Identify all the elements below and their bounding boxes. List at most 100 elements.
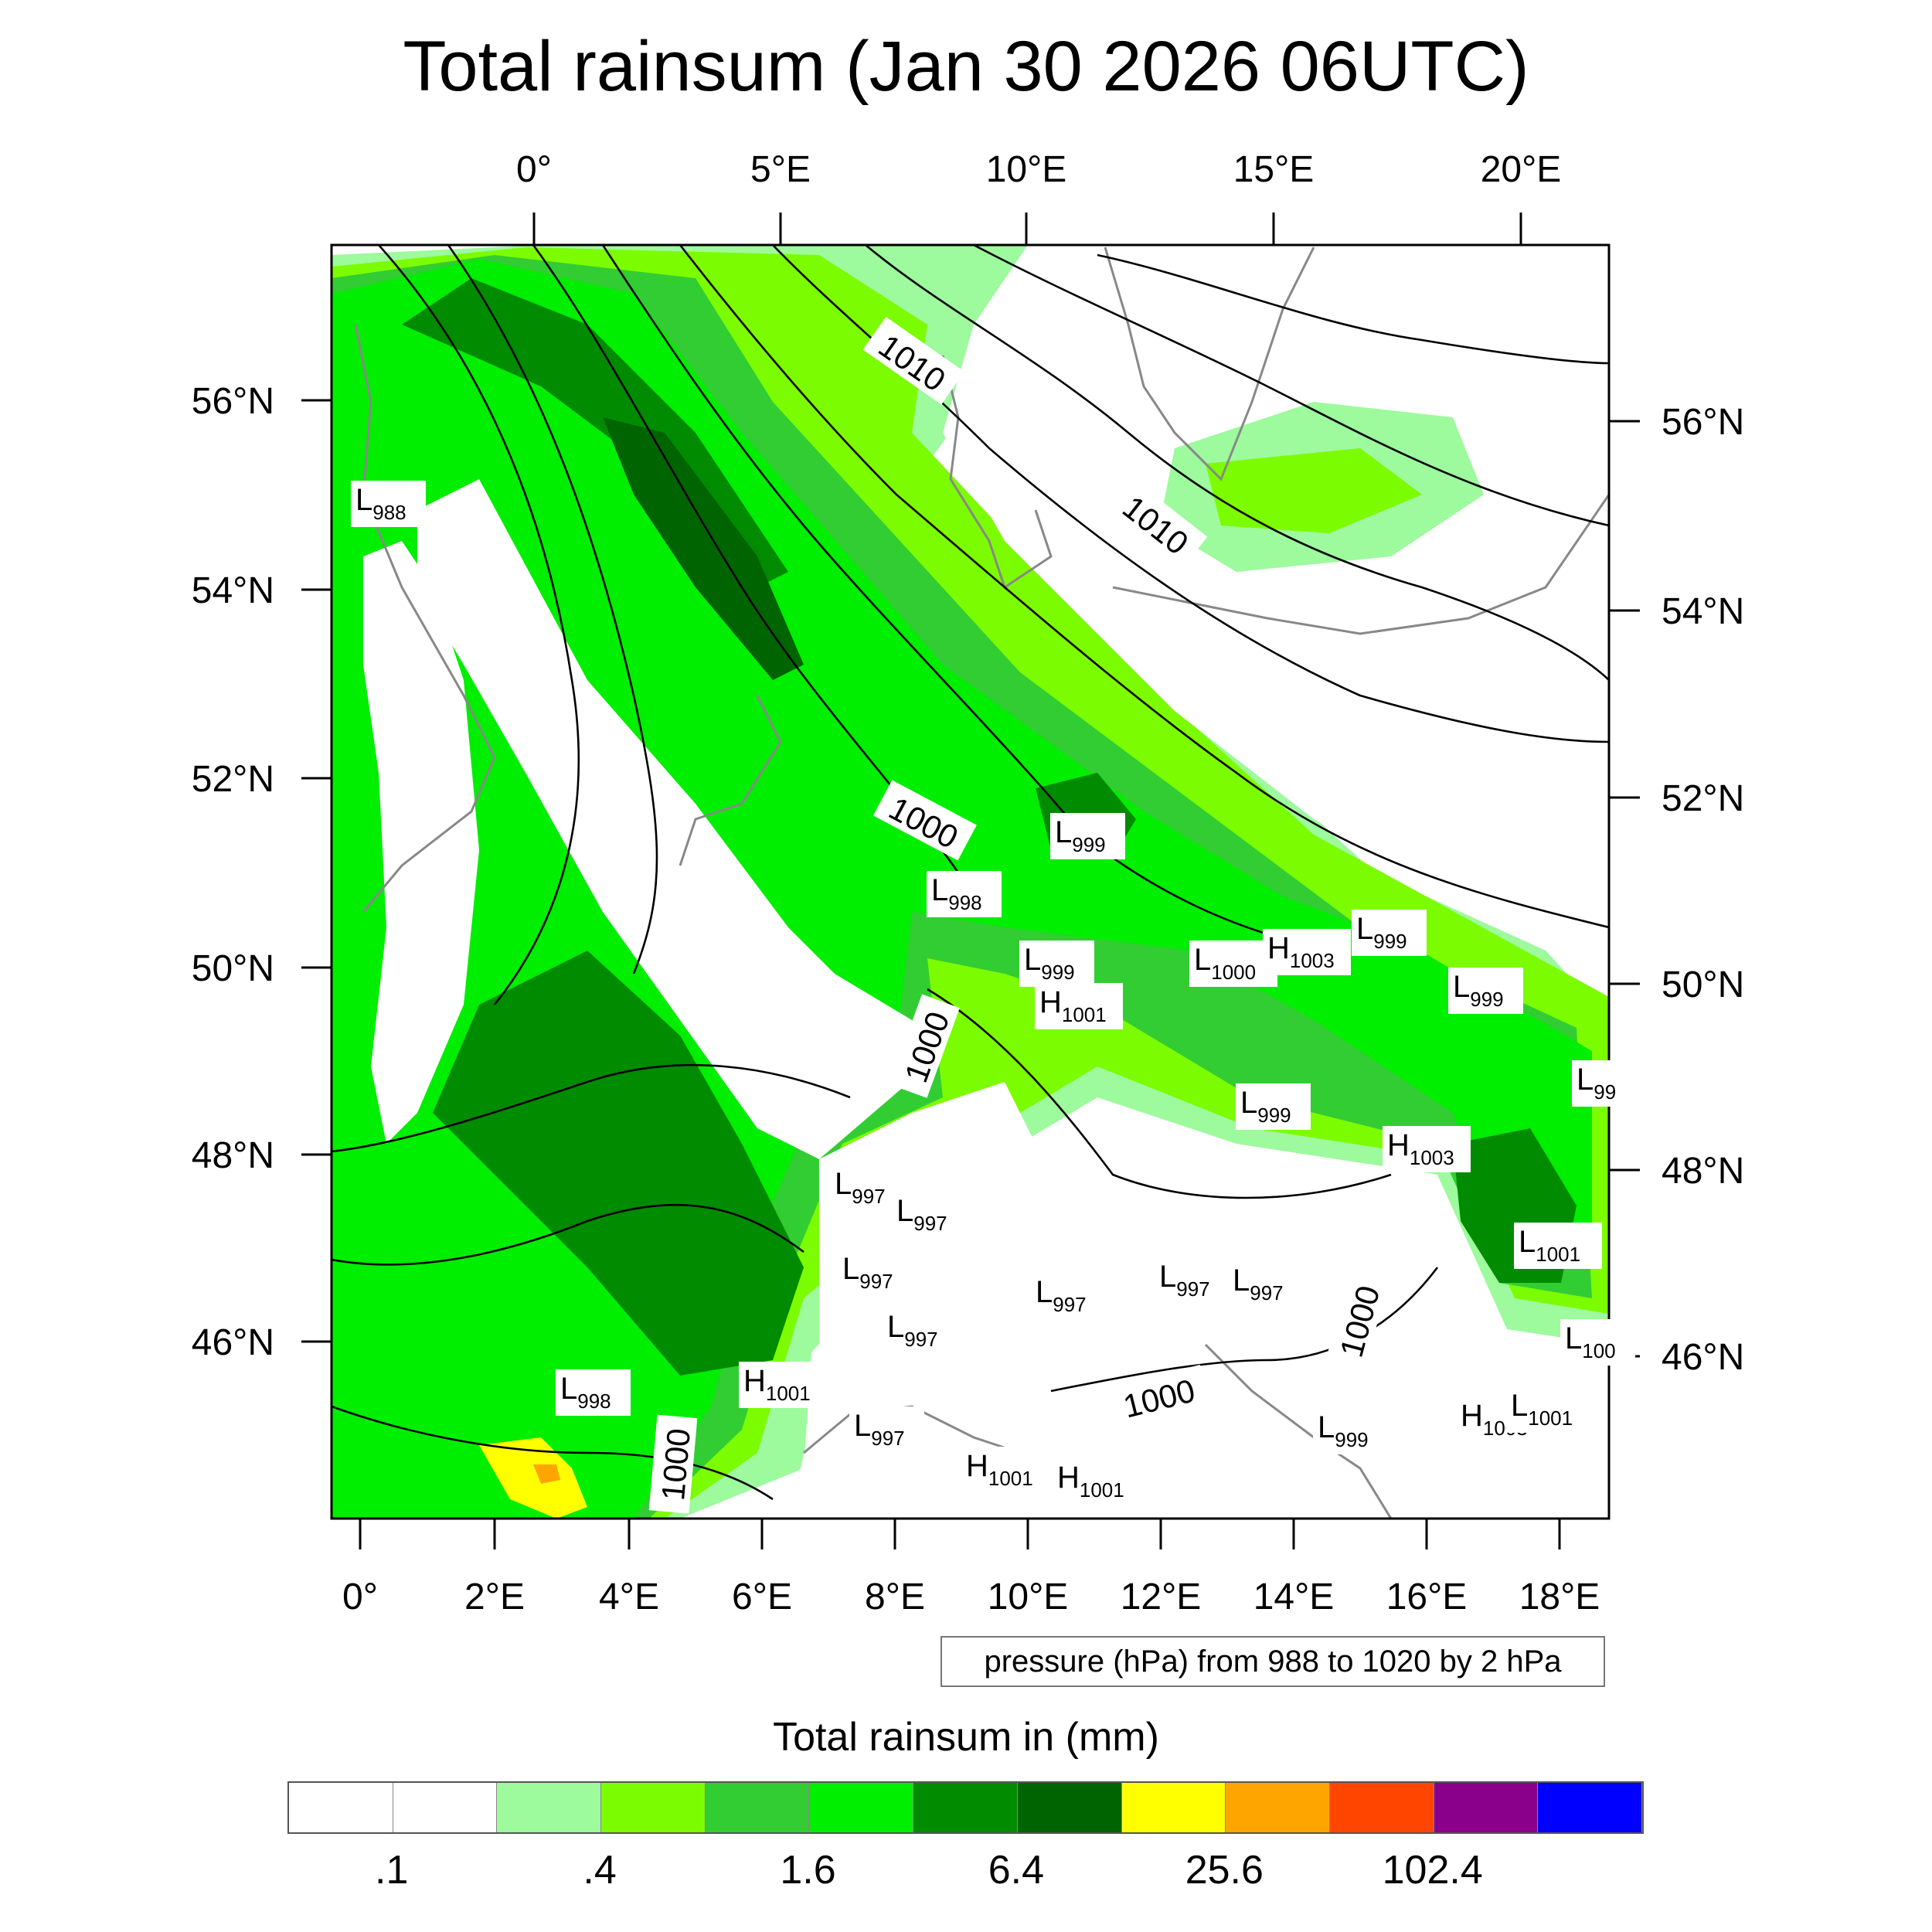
pressure-center-type: L bbox=[1511, 1389, 1528, 1423]
pressure-center-type: L bbox=[1159, 1260, 1176, 1294]
colorbar-cell bbox=[705, 1783, 810, 1832]
left-lat-label: 50°N bbox=[192, 948, 274, 989]
pressure-center-value: 1001 bbox=[988, 1467, 1033, 1490]
left-lat-label: 52°N bbox=[192, 759, 274, 800]
pressure-center: L999 bbox=[1019, 940, 1094, 987]
precip-core-darkest bbox=[603, 417, 804, 680]
pressure-center: L999 bbox=[1448, 968, 1523, 1014]
svg-text:L999: L999 bbox=[1356, 912, 1407, 953]
pressure-center: L99 bbox=[1572, 1060, 1634, 1107]
pressure-center-value: 1003 bbox=[1410, 1146, 1454, 1169]
pressure-center-type: L bbox=[1318, 1410, 1335, 1444]
pressure-center-value: 1001 bbox=[1536, 1243, 1580, 1266]
svg-text:L1001: L1001 bbox=[1511, 1389, 1573, 1430]
pressure-center-type: H bbox=[966, 1449, 988, 1483]
pressure-center-type: L bbox=[1240, 1086, 1257, 1120]
top-lon-label: 15°E bbox=[1233, 149, 1315, 190]
pressure-center-value: 1001 bbox=[1528, 1406, 1573, 1430]
coastline-britain bbox=[354, 324, 496, 913]
pressure-center: L997 bbox=[1228, 1261, 1303, 1308]
left-ticks bbox=[301, 399, 332, 1343]
isobar bbox=[601, 245, 1299, 944]
pressure-center-type: H bbox=[743, 1364, 766, 1398]
svg-text:L99: L99 bbox=[1577, 1063, 1616, 1104]
colorbar-cell bbox=[601, 1783, 706, 1832]
isobar bbox=[1050, 1267, 1439, 1393]
right-lat-labels: 56°N 54°N 52°N 50°N 48°N 46°N bbox=[1662, 402, 1744, 1378]
pressure-center-type: L bbox=[887, 1310, 904, 1344]
pressure-center-value: 999 bbox=[1072, 833, 1105, 856]
isobar bbox=[679, 245, 1609, 929]
pressure-center-type: L bbox=[355, 483, 372, 517]
pressure-center: L998 bbox=[927, 871, 1002, 917]
right-ticks bbox=[1609, 420, 1640, 1358]
svg-text:H1003: H1003 bbox=[1267, 931, 1335, 972]
pressure-center: L999 bbox=[1313, 1408, 1388, 1454]
isobar bbox=[447, 245, 658, 975]
svg-text:L997: L997 bbox=[1036, 1275, 1087, 1316]
top-ticks bbox=[532, 213, 1522, 245]
svg-text:H1001: H1001 bbox=[1057, 1461, 1124, 1502]
pressure-center-type: L bbox=[1036, 1275, 1053, 1309]
pressure-center-type: L bbox=[1519, 1225, 1536, 1259]
svg-text:L997: L997 bbox=[887, 1310, 938, 1351]
pressure-center-type: L bbox=[1055, 815, 1072, 849]
left-lat-label: 48°N bbox=[192, 1135, 274, 1176]
top-lon-label: 20°E bbox=[1481, 149, 1562, 190]
pressure-center-value: 1001 bbox=[1062, 1003, 1107, 1026]
right-lat-label: 52°N bbox=[1662, 778, 1744, 819]
colorbar-label: 6.4 bbox=[988, 1848, 1045, 1893]
svg-text:L999: L999 bbox=[1024, 943, 1075, 984]
right-lat-label: 56°N bbox=[1662, 402, 1744, 443]
pressure-center-type: H bbox=[1057, 1461, 1080, 1495]
pressure-center: H1001 bbox=[961, 1447, 1049, 1493]
pressure-center-type: H bbox=[1461, 1399, 1483, 1433]
isobar bbox=[1097, 253, 1609, 365]
pressure-center: L100 bbox=[1560, 1319, 1635, 1366]
pressure-center: H1001 bbox=[739, 1362, 827, 1408]
colorbar-cell bbox=[1017, 1783, 1122, 1832]
colorbar-label: .4 bbox=[583, 1848, 617, 1893]
pressure-center-value: 999 bbox=[1041, 961, 1074, 984]
isobar bbox=[378, 245, 580, 1005]
left-lat-label: 56°N bbox=[192, 381, 274, 422]
pressure-center: L997 bbox=[838, 1250, 913, 1296]
pressure-center: L997 bbox=[1031, 1273, 1106, 1319]
colorbar-cell bbox=[497, 1783, 602, 1832]
pressure-center: H1003 bbox=[1383, 1126, 1471, 1172]
pressure-center-type: L bbox=[1453, 970, 1470, 1004]
bottom-lon-label: 6°E bbox=[732, 1577, 792, 1617]
svg-text:H1001: H1001 bbox=[743, 1364, 811, 1405]
isobar bbox=[927, 988, 1392, 1199]
bottom-lon-label: 4°E bbox=[599, 1577, 659, 1617]
pressure-center: H1003 bbox=[1263, 929, 1351, 975]
svg-text:L997: L997 bbox=[854, 1409, 905, 1450]
colorbar-label: .1 bbox=[375, 1848, 409, 1893]
svg-text:L1000: L1000 bbox=[1194, 943, 1256, 984]
pressure-center-value: 997 bbox=[859, 1270, 893, 1293]
pressure-center-value: 1000 bbox=[1211, 961, 1256, 984]
pressure-center: L1001 bbox=[1514, 1223, 1602, 1269]
pressure-center: L998 bbox=[556, 1369, 631, 1416]
bottom-lon-label: 14°E bbox=[1253, 1577, 1335, 1617]
pressure-center: L997 bbox=[892, 1192, 967, 1238]
precip-heavy-yellow bbox=[479, 1437, 587, 1519]
pressure-center-type: L bbox=[1233, 1264, 1250, 1298]
pressure-center-value: 1001 bbox=[766, 1382, 811, 1405]
pressure-centers: L988L999L998L999H1001L1000H1003L999L999L… bbox=[351, 481, 1635, 1505]
colorbar-label: 1.6 bbox=[780, 1848, 836, 1893]
pressure-center-value: 999 bbox=[1373, 930, 1406, 953]
pressure-center-type: H bbox=[1039, 985, 1062, 1019]
svg-text:L988: L988 bbox=[355, 483, 406, 524]
right-lat-label: 48°N bbox=[1662, 1151, 1744, 1192]
pressure-center-type: L bbox=[842, 1252, 859, 1286]
svg-text:L1001: L1001 bbox=[1519, 1225, 1580, 1266]
precip-west-strip bbox=[363, 541, 479, 1144]
svg-text:L998: L998 bbox=[931, 873, 982, 914]
pressure-center-type: L bbox=[896, 1194, 913, 1228]
pressure-center: L997 bbox=[849, 1406, 924, 1453]
top-lon-label: 0° bbox=[516, 149, 552, 190]
svg-text:L999: L999 bbox=[1055, 815, 1106, 856]
svg-text:L998: L998 bbox=[560, 1372, 611, 1413]
left-lat-label: 46°N bbox=[192, 1322, 274, 1363]
